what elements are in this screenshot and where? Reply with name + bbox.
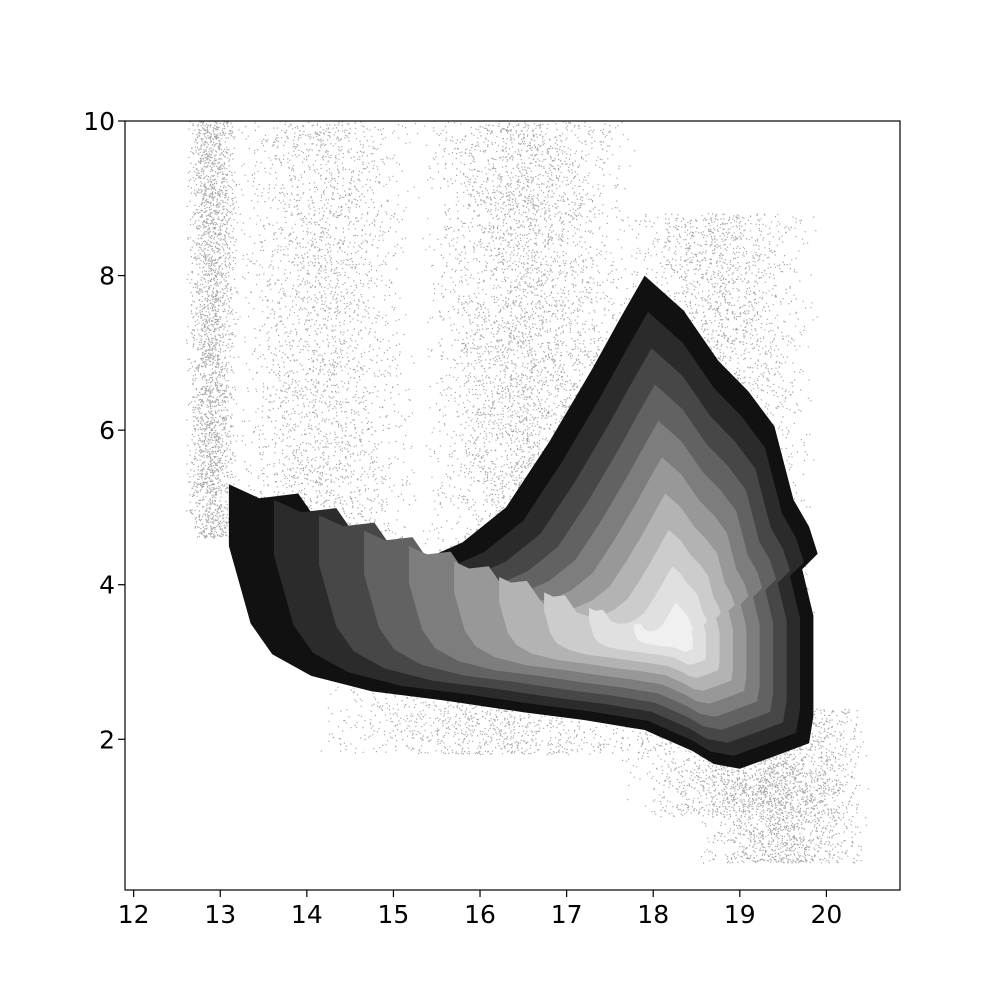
plot-area — [185, 121, 869, 864]
x-tick-label: 15 — [378, 900, 410, 929]
y-tick-label: 4 — [99, 571, 115, 600]
x-tick-label: 14 — [291, 900, 323, 929]
x-tick-label: 18 — [637, 900, 669, 929]
x-tick-label: 16 — [464, 900, 496, 929]
x-tick-label: 17 — [551, 900, 583, 929]
x-tick-label: 12 — [118, 900, 150, 929]
y-tick-label: 2 — [99, 725, 115, 754]
plot-frame — [124, 120, 901, 891]
density-contour-level-10 — [634, 602, 693, 652]
x-tick-label: 13 — [204, 900, 236, 929]
y-tick-label: 8 — [99, 262, 115, 291]
x-tick-label: 20 — [810, 900, 842, 929]
x-axis: 12 13 14 15 16 17 18 19 20 — [118, 890, 842, 929]
y-tick-label: 10 — [83, 107, 115, 136]
x-tick-label: 19 — [724, 900, 756, 929]
y-axis: 2 4 6 8 10 — [83, 107, 125, 754]
y-tick-label: 6 — [99, 416, 115, 445]
density-contour-layer — [228, 275, 818, 769]
